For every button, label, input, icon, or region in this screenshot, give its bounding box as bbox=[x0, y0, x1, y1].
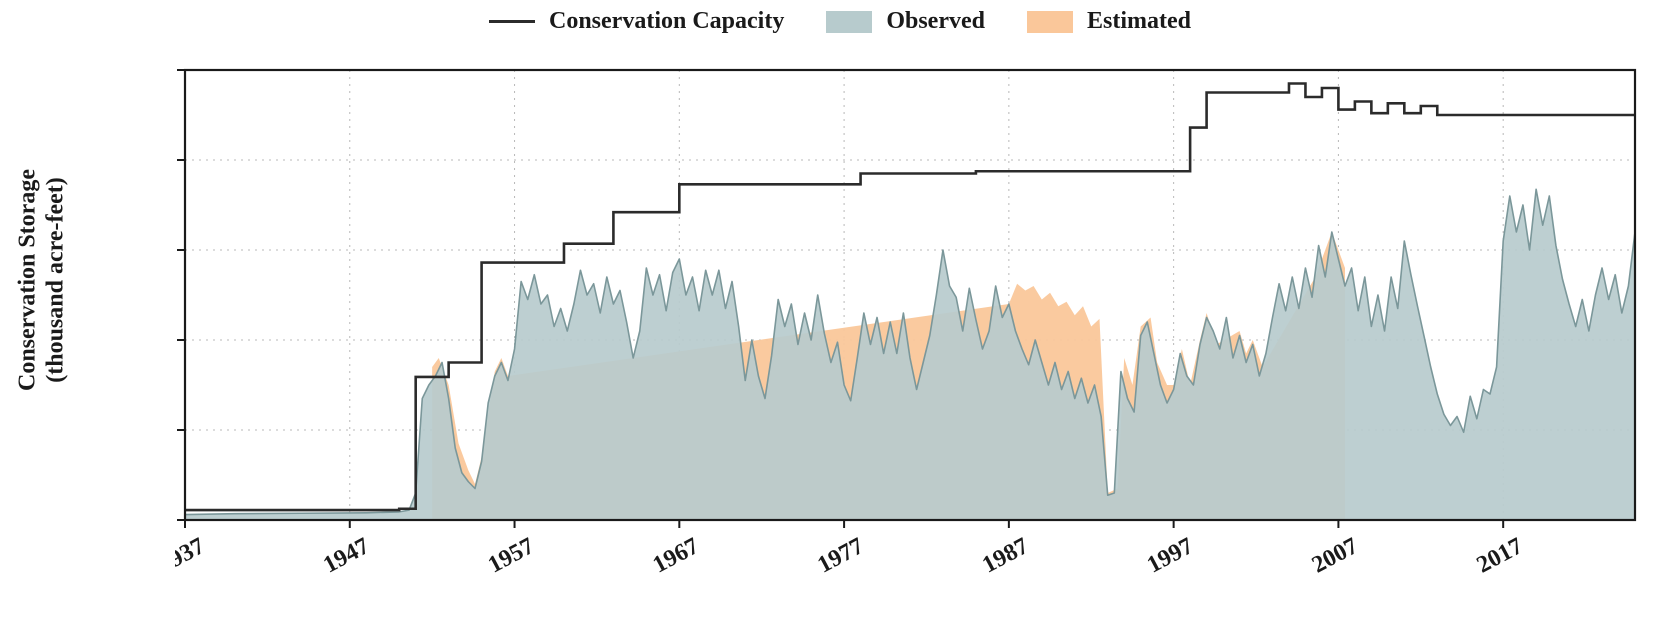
legend-swatch-estimated bbox=[1027, 11, 1073, 33]
legend-label: Estimated bbox=[1087, 8, 1191, 35]
legend-line-icon bbox=[489, 20, 535, 23]
svg-text:1997: 1997 bbox=[1143, 533, 1198, 578]
legend-swatch-observed bbox=[826, 11, 872, 33]
chart-svg: 02004006008001,0001937194719571967197719… bbox=[175, 60, 1645, 620]
plot-area: 02004006008001,0001937194719571967197719… bbox=[175, 60, 1645, 530]
legend-item-observed: Observed bbox=[826, 8, 985, 35]
chart-figure: Conservation Capacity Observed Estimated… bbox=[0, 0, 1680, 630]
svg-text:1957: 1957 bbox=[484, 533, 539, 578]
y-axis-label-line2: (thousand acre-feet) bbox=[42, 177, 68, 383]
svg-text:1967: 1967 bbox=[649, 533, 704, 578]
svg-text:1937: 1937 bbox=[175, 533, 209, 578]
y-axis-label-line1: Conservation Storage bbox=[15, 169, 41, 391]
legend-label: Observed bbox=[886, 8, 985, 35]
legend-label: Conservation Capacity bbox=[549, 8, 784, 35]
svg-text:1987: 1987 bbox=[978, 533, 1033, 578]
legend-item-estimated: Estimated bbox=[1027, 8, 1191, 35]
svg-text:1947: 1947 bbox=[319, 533, 374, 578]
legend-item-capacity: Conservation Capacity bbox=[489, 8, 784, 35]
svg-text:2007: 2007 bbox=[1308, 533, 1363, 578]
svg-text:1977: 1977 bbox=[814, 533, 869, 578]
svg-text:2017: 2017 bbox=[1473, 533, 1528, 578]
y-axis-label: Conservation Storage (thousand acre-feet… bbox=[15, 169, 70, 391]
legend: Conservation Capacity Observed Estimated bbox=[0, 8, 1680, 35]
